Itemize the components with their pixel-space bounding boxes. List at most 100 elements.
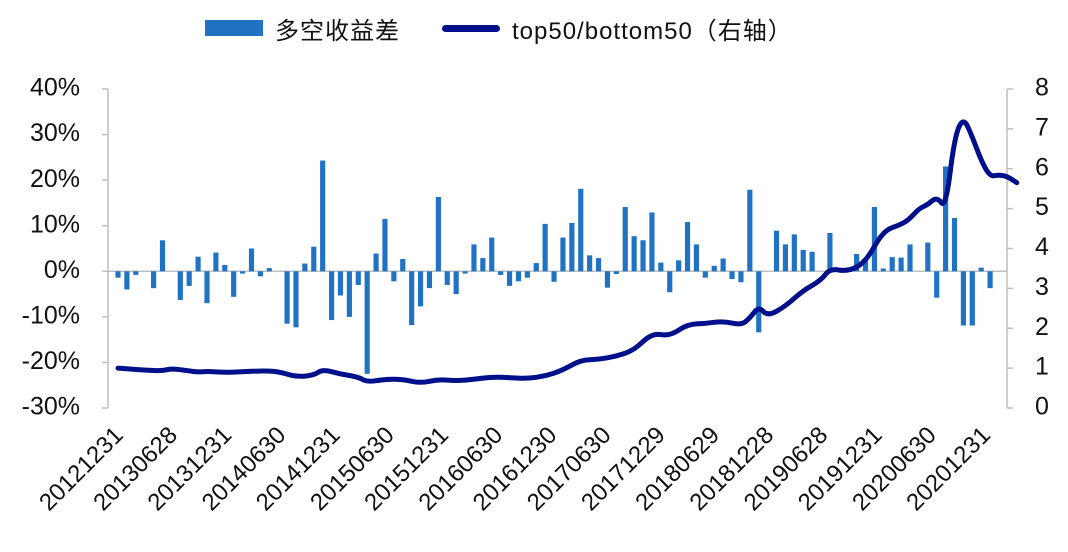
bar	[987, 271, 993, 289]
bar	[595, 258, 602, 272]
bar	[248, 248, 255, 272]
bar	[320, 160, 326, 272]
bar	[266, 268, 272, 272]
legend-bar-swatch	[205, 20, 263, 36]
left-tick-label: -30%	[22, 393, 80, 421]
bar	[204, 271, 210, 304]
left-tick-label: 10%	[30, 210, 80, 238]
bar	[489, 237, 495, 272]
bar	[373, 253, 379, 272]
bar	[284, 271, 290, 324]
bar	[302, 263, 308, 272]
bar	[471, 244, 477, 272]
bar	[533, 263, 539, 272]
bar	[925, 242, 931, 272]
bar	[693, 244, 700, 272]
bar	[177, 271, 183, 300]
bar	[444, 271, 450, 285]
right-tick-label: 5	[1035, 193, 1049, 221]
bar	[854, 253, 860, 272]
bar	[328, 271, 335, 321]
bar	[115, 271, 121, 278]
right-tick-label: 3	[1035, 273, 1049, 301]
bar	[871, 207, 877, 272]
right-tick-label: 7	[1035, 113, 1049, 141]
bar	[124, 271, 130, 290]
bar	[720, 258, 726, 272]
bar	[186, 271, 192, 286]
bar	[515, 271, 522, 282]
bar	[622, 207, 628, 272]
bar	[311, 246, 317, 272]
bar	[613, 271, 619, 275]
bar	[551, 271, 557, 282]
bar	[293, 271, 299, 328]
bar	[631, 236, 637, 272]
bar	[702, 271, 708, 278]
bar	[417, 271, 424, 307]
legend-line-swatch	[442, 24, 500, 32]
bar	[151, 271, 157, 289]
legend-item-line: top50/bottom50（右轴）	[442, 11, 793, 46]
legend: 多空收益差 top50/bottom50（右轴）	[205, 8, 835, 48]
bar	[684, 222, 691, 272]
right-tick-label: 2	[1035, 313, 1049, 341]
bar	[667, 271, 673, 293]
bar	[240, 271, 246, 274]
left-tick-label: 40%	[30, 74, 80, 102]
bar	[257, 271, 263, 277]
bar	[364, 271, 370, 374]
right-tick-label: 0	[1035, 393, 1049, 421]
bar	[569, 222, 575, 272]
bar	[907, 244, 913, 272]
legend-line-label: top50/bottom50（右轴）	[512, 17, 793, 45]
bar	[934, 271, 940, 298]
bar	[462, 271, 468, 274]
bar	[943, 166, 949, 272]
bar	[409, 271, 415, 326]
bar	[560, 237, 566, 272]
left-tick-label: -20%	[22, 347, 80, 375]
bar	[382, 218, 388, 272]
bar	[676, 260, 682, 272]
bar	[391, 271, 397, 282]
bar	[578, 188, 584, 272]
left-tick-label: 20%	[30, 165, 80, 193]
bar	[506, 271, 513, 286]
bar	[791, 234, 797, 272]
bar	[800, 249, 806, 272]
right-tick-label: 4	[1035, 233, 1049, 261]
bar	[231, 271, 237, 297]
right-tick-label: 1	[1035, 353, 1049, 381]
bar	[542, 223, 548, 272]
bar	[960, 271, 966, 326]
bar	[587, 255, 593, 272]
bar	[337, 271, 344, 296]
bar	[346, 271, 352, 317]
left-tick-label: 0%	[44, 256, 80, 284]
right-tick-label: 8	[1035, 74, 1049, 102]
bar	[222, 264, 228, 272]
bar	[524, 271, 530, 278]
bar	[159, 240, 166, 272]
legend-item-bar: 多空收益差	[205, 11, 400, 46]
bar	[498, 271, 504, 275]
bar	[729, 271, 735, 280]
bar	[773, 230, 780, 272]
bar	[400, 258, 406, 272]
left-tick-label: -10%	[22, 301, 80, 329]
bar	[640, 240, 646, 272]
bar	[951, 217, 958, 272]
bar	[747, 189, 753, 272]
right-tick-label: 6	[1035, 153, 1049, 181]
bar	[756, 271, 762, 333]
bar	[604, 271, 611, 288]
bar	[809, 251, 815, 272]
bar	[862, 259, 869, 272]
bar	[978, 267, 984, 272]
bar	[435, 197, 441, 272]
bar	[133, 271, 139, 275]
bar	[889, 257, 895, 272]
bar	[880, 268, 886, 272]
